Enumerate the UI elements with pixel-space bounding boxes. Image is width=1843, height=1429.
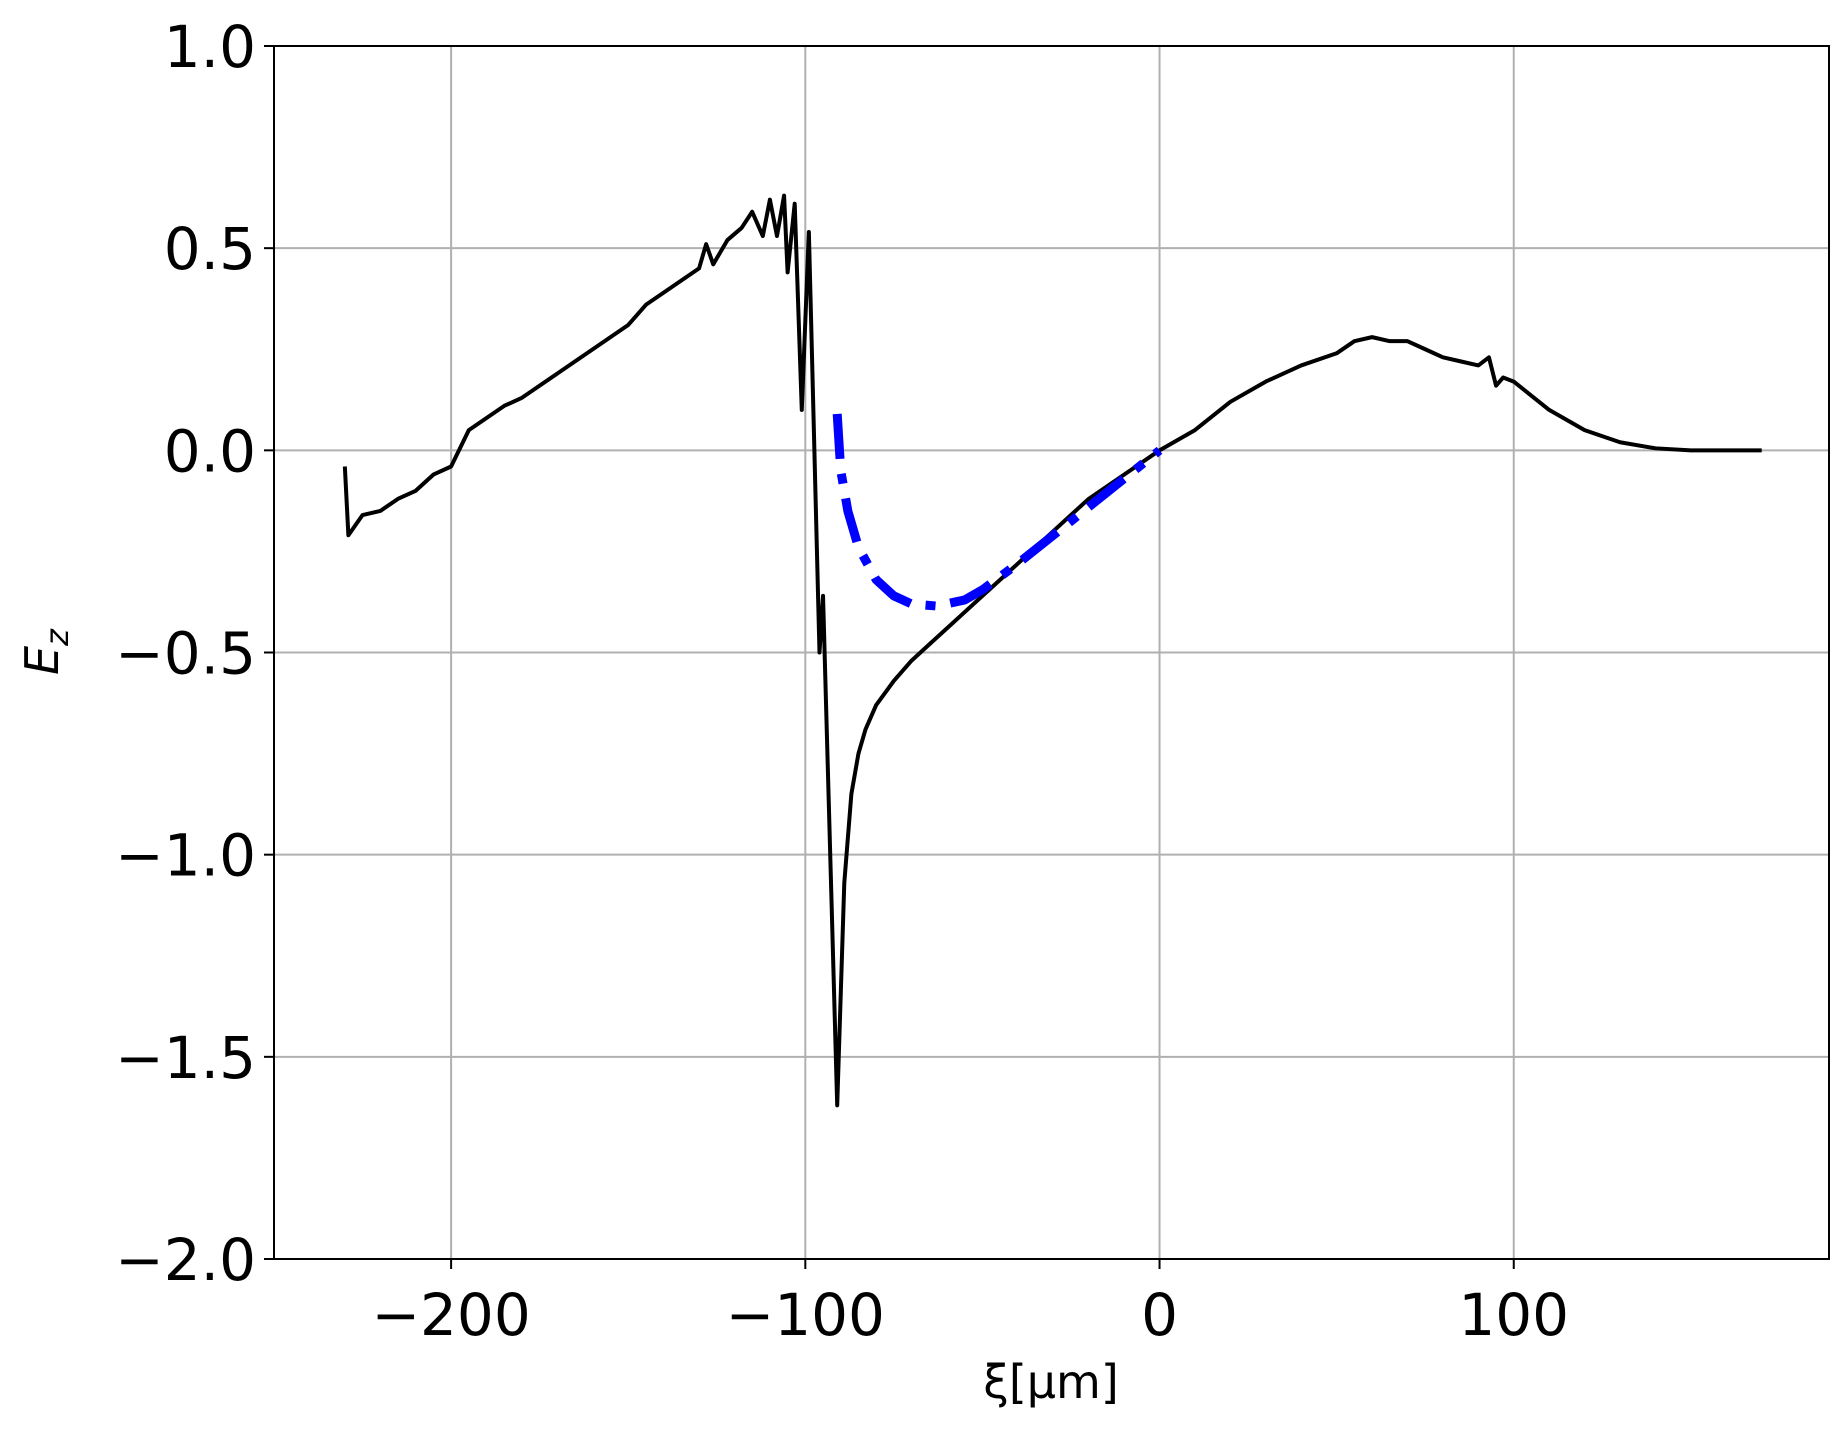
y-tick-label: −2.0 [115, 1226, 256, 1294]
x-tick-label: −200 [371, 1281, 530, 1349]
y-tick-label: −1.0 [115, 822, 256, 890]
y-tick-label: 1.0 [164, 13, 256, 81]
y-label-main: E [15, 646, 69, 675]
x-tick-label: 100 [1458, 1281, 1569, 1349]
x-tick-label: −100 [726, 1281, 885, 1349]
y-tick-label: 0.0 [164, 417, 256, 485]
y-tick-label: 0.5 [164, 215, 256, 283]
x-tick-label: 0 [1141, 1281, 1178, 1349]
y-tick-label: −0.5 [115, 620, 256, 688]
plot-frame [273, 45, 1830, 1260]
data-line [342, 193, 1762, 1108]
data-line [832, 413, 1163, 611]
y-label-sub: z [38, 628, 76, 647]
y-axis-label: Ez [15, 628, 76, 675]
y-tick-label: −1.5 [115, 1024, 256, 1092]
x-axis-label: ξ[μm] [983, 1355, 1119, 1409]
